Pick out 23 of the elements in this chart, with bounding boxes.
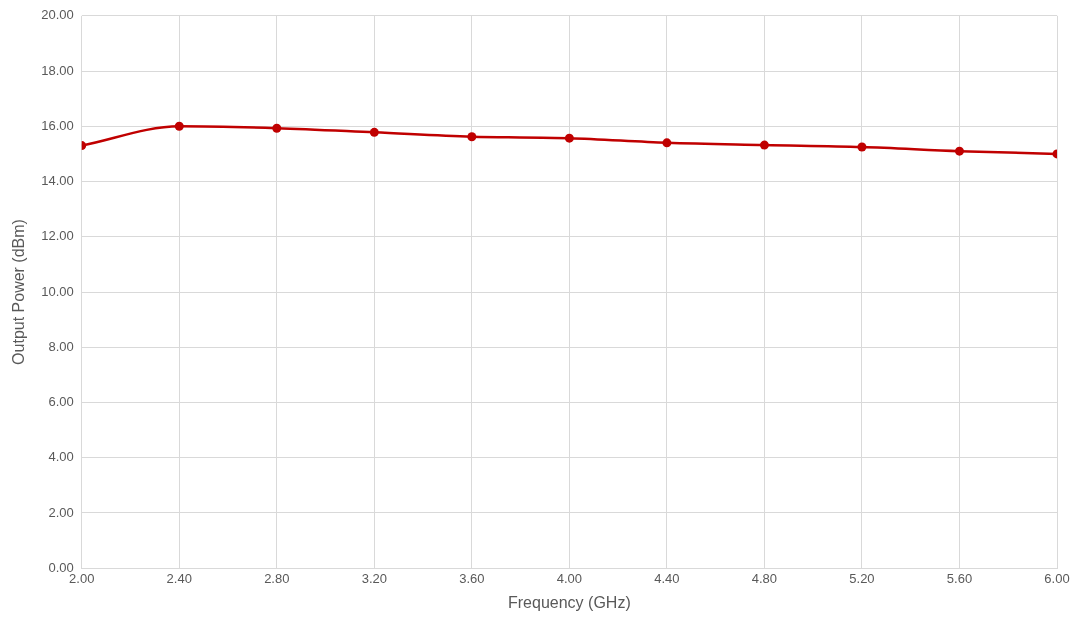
y-tick-label: 18.00 — [41, 62, 74, 78]
x-tick-label: 2.40 — [166, 570, 192, 586]
x-tick-label: 3.60 — [459, 570, 485, 586]
x-axis-title: Frequency (GHz) — [508, 593, 631, 611]
y-tick-label: 20.00 — [41, 7, 74, 23]
x-tick-label: 5.60 — [946, 570, 973, 586]
y-tick-label: 6.00 — [48, 394, 74, 410]
y-tick-label: 4.00 — [48, 449, 74, 465]
x-tick-label: 2.80 — [264, 570, 290, 586]
y-tick-label: 2.00 — [48, 504, 74, 520]
x-tick-label: 4.80 — [751, 570, 778, 586]
x-tick-label: 4.00 — [556, 570, 583, 586]
y-tick-label: 8.00 — [48, 338, 74, 354]
y-axis-title: Output Power (dBm) — [10, 219, 28, 365]
y-tick-label: 10.00 — [41, 283, 74, 299]
y-tick-label: 14.00 — [41, 173, 74, 189]
x-tick-label: 4.40 — [654, 570, 680, 586]
x-tick-label: 6.00 — [1044, 570, 1070, 586]
y-tick-label: 0.00 — [48, 559, 74, 575]
x-tick-label: 5.20 — [849, 570, 875, 586]
y-tick-label: 12.00 — [41, 228, 74, 244]
y-tick-label: 16.00 — [41, 117, 74, 133]
x-tick-label: 3.20 — [361, 570, 387, 586]
